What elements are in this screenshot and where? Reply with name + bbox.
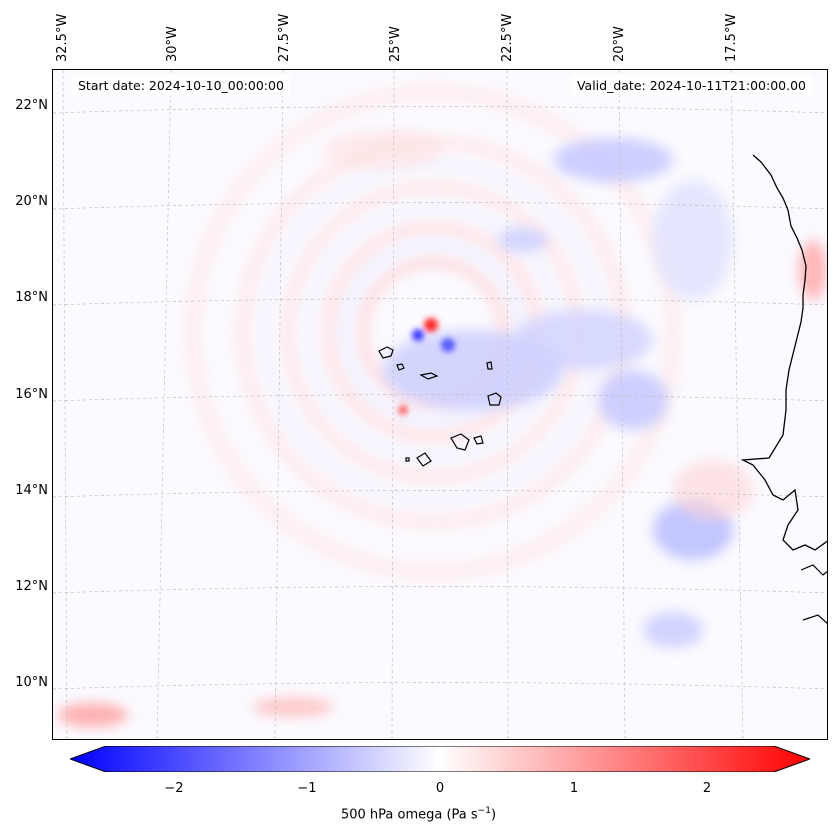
- lon-label-25w: 25°W: [388, 26, 403, 62]
- graticule: [53, 70, 827, 739]
- map-panel: [52, 69, 828, 740]
- colorbar-tick-neg1: −1: [297, 781, 317, 796]
- lat-label-14n: 14°N: [15, 483, 48, 498]
- lon-label-32-5w: 32.5°W: [55, 13, 70, 62]
- lat-label-18n: 18°N: [15, 290, 48, 305]
- colorbar-label: 500 hPa omega (Pa s−1): [0, 806, 837, 822]
- cape-verde-islands: [378, 346, 502, 467]
- colorbar: [70, 746, 810, 772]
- descent-patches: [58, 130, 827, 727]
- lon-label-20w: 20°W: [612, 26, 627, 62]
- omega-field: [53, 70, 827, 739]
- coastline-south: [802, 614, 827, 624]
- start-date-label: Start date: 2024-10-10_00:00:00: [72, 75, 290, 96]
- lat-label-22n: 22°N: [15, 98, 48, 113]
- coastline: [740, 154, 827, 551]
- colorbar-label-suffix: ): [490, 807, 497, 823]
- lon-label-22-5w: 22.5°W: [500, 13, 515, 62]
- colorbar-label-exponent: −1: [477, 806, 491, 816]
- colorbar-gradient: [70, 746, 810, 772]
- lat-label-12n: 12°N: [15, 579, 48, 594]
- colorbar-tick-1: 1: [569, 781, 579, 796]
- colorbar-label-prefix: 500 hPa omega (Pa s: [340, 807, 478, 823]
- lat-label-20n: 20°N: [15, 194, 48, 209]
- colorbar-tick-0: 0: [435, 781, 445, 796]
- storm-core: [398, 318, 455, 415]
- colorbar-tick-neg2: −2: [164, 781, 184, 796]
- lon-label-17-5w: 17.5°W: [724, 13, 739, 62]
- lon-label-30w: 30°W: [165, 26, 180, 62]
- coastline-islands: [800, 564, 827, 576]
- colorbar-tick-2: 2: [702, 781, 712, 796]
- lat-label-10n: 10°N: [15, 675, 48, 690]
- lon-label-27-5w: 27.5°W: [277, 13, 292, 62]
- valid-date-label: Valid_date: 2024-10-11T21:00:00.00: [570, 75, 812, 96]
- lat-label-16n: 16°N: [15, 387, 48, 402]
